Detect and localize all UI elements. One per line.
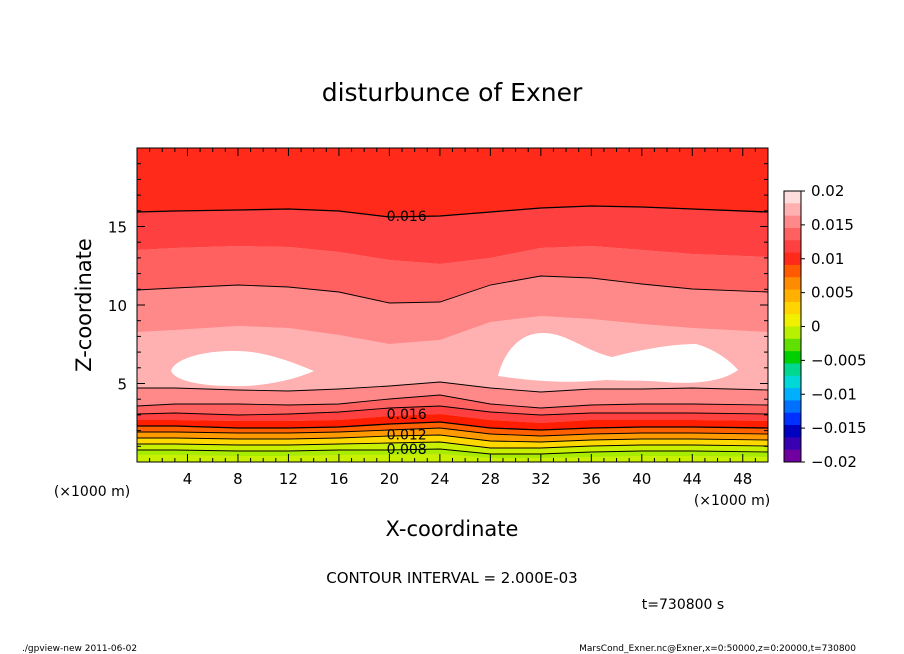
x-tick-label: 48 <box>733 470 752 488</box>
colorbar-label: −0.015 <box>811 419 867 437</box>
contour-label: 0.008 <box>387 442 427 458</box>
x-tick-label: 16 <box>329 470 348 488</box>
colorbar-swatch <box>784 277 801 291</box>
contour-label: 0.016 <box>387 209 427 225</box>
colorbar-swatch <box>784 363 801 377</box>
blob-right <box>498 332 738 383</box>
colorbar-swatch <box>784 412 801 426</box>
x-tick-label: 8 <box>233 470 243 488</box>
colorbar-swatch <box>784 375 801 389</box>
contour-interval: CONTOUR INTERVAL = 2.000E-03 <box>326 569 577 587</box>
colorbar <box>783 190 805 463</box>
x-tick-label: 28 <box>481 470 500 488</box>
colorbar-label: 0.005 <box>811 284 854 302</box>
colorbar-swatch <box>784 449 801 463</box>
x-axis-label: X-coordinate <box>386 517 519 541</box>
colorbar-swatch <box>784 301 801 315</box>
colorbar-labels: 0.02 0.015 0.01 0.005 0 −0.005 −0.01 −0.015 −0.0… <box>811 182 867 471</box>
x-unit-right: (×1000 m) <box>694 493 770 509</box>
blob-left <box>171 350 314 387</box>
contour-line <box>137 405 768 416</box>
x-tick-label: 24 <box>430 470 449 488</box>
contour-line <box>137 448 768 455</box>
contour-line <box>137 427 768 437</box>
colorbar-swatch <box>784 338 801 352</box>
contour-line <box>137 381 768 393</box>
chart-title: disturbunce of Exner <box>322 78 583 107</box>
colorbar-swatch <box>784 264 801 278</box>
x-tick-label: 4 <box>183 470 193 488</box>
contour-label: 0.016 <box>387 407 427 423</box>
axis-ticks <box>137 148 768 462</box>
x-tick-labels: 4 8 12 16 20 24 28 32 36 40 44 48 <box>183 470 753 488</box>
y-tick-label: 5 <box>117 376 127 394</box>
contour-line <box>137 275 768 304</box>
footer-right: MarsCond_Exner.nc@Exner,x=0:50000,z=0:20… <box>579 644 856 654</box>
x-tick-label: 12 <box>279 470 298 488</box>
colorbar-swatch <box>784 203 801 217</box>
colorbar-label: −0.01 <box>811 385 857 403</box>
colorbar-swatch <box>784 388 801 401</box>
colorbar-swatch <box>784 227 801 241</box>
contour-lines <box>137 205 768 455</box>
contour-line <box>137 434 768 443</box>
contour-band <box>137 148 768 217</box>
x-tick-label: 32 <box>531 470 550 488</box>
contour-line <box>137 421 768 431</box>
colorbar-swatch <box>784 425 801 438</box>
colorbar-swatch <box>784 400 801 414</box>
colorbar-label: 0.02 <box>811 182 844 200</box>
contour-band <box>137 382 768 408</box>
colorbar-swatch <box>784 326 801 340</box>
colorbar-swatch <box>784 252 801 266</box>
contour-fill <box>137 148 768 462</box>
colorbar-label: 0 <box>811 318 821 336</box>
colorbar-swatch <box>784 191 801 204</box>
contour-line <box>137 205 768 218</box>
x-unit-left: (×1000 m) <box>54 484 130 500</box>
contour-label: 0.012 <box>387 427 427 443</box>
colorbar-label: 0.01 <box>811 250 844 268</box>
contour-band <box>137 414 768 430</box>
y-tick-labels: 5 10 15 <box>108 219 127 394</box>
contour-band <box>137 276 768 344</box>
colorbar-swatch <box>784 215 801 229</box>
colorbar-swatch <box>784 240 801 254</box>
y-tick-label: 10 <box>108 297 127 315</box>
contour-band <box>137 395 768 415</box>
colorbar-label: 0.015 <box>811 216 854 234</box>
y-axis-label: Z-coordinate <box>72 238 96 372</box>
colorbar-swatch <box>784 314 801 327</box>
contour-band <box>137 406 768 423</box>
colorbar-label: −0.005 <box>811 351 867 369</box>
x-tick-label: 36 <box>582 470 601 488</box>
contour-band <box>137 246 768 303</box>
colorbar-label: −0.02 <box>811 453 857 471</box>
colorbar-swatch <box>784 351 801 364</box>
x-tick-label: 44 <box>683 470 702 488</box>
x-tick-label: 20 <box>380 470 399 488</box>
colorbar-swatch <box>784 289 801 303</box>
colorbar-swatch <box>784 437 801 451</box>
contour-line <box>137 441 768 449</box>
footer-left: ./gpview-new 2011-06-02 <box>22 644 137 654</box>
contour-line <box>137 394 768 409</box>
time-label: t=730800 s <box>642 597 724 613</box>
x-tick-label: 40 <box>632 470 651 488</box>
y-tick-label: 15 <box>108 219 127 237</box>
contour-band <box>137 206 768 264</box>
